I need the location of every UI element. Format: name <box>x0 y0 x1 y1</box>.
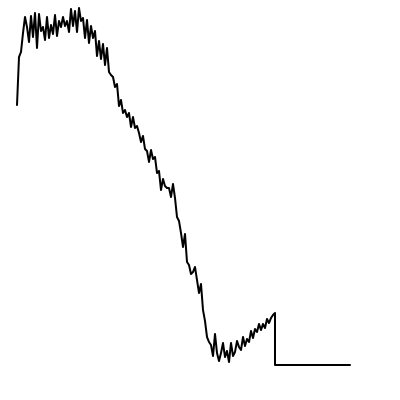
series-line-1 <box>16 7 351 366</box>
plot-area <box>16 7 351 366</box>
